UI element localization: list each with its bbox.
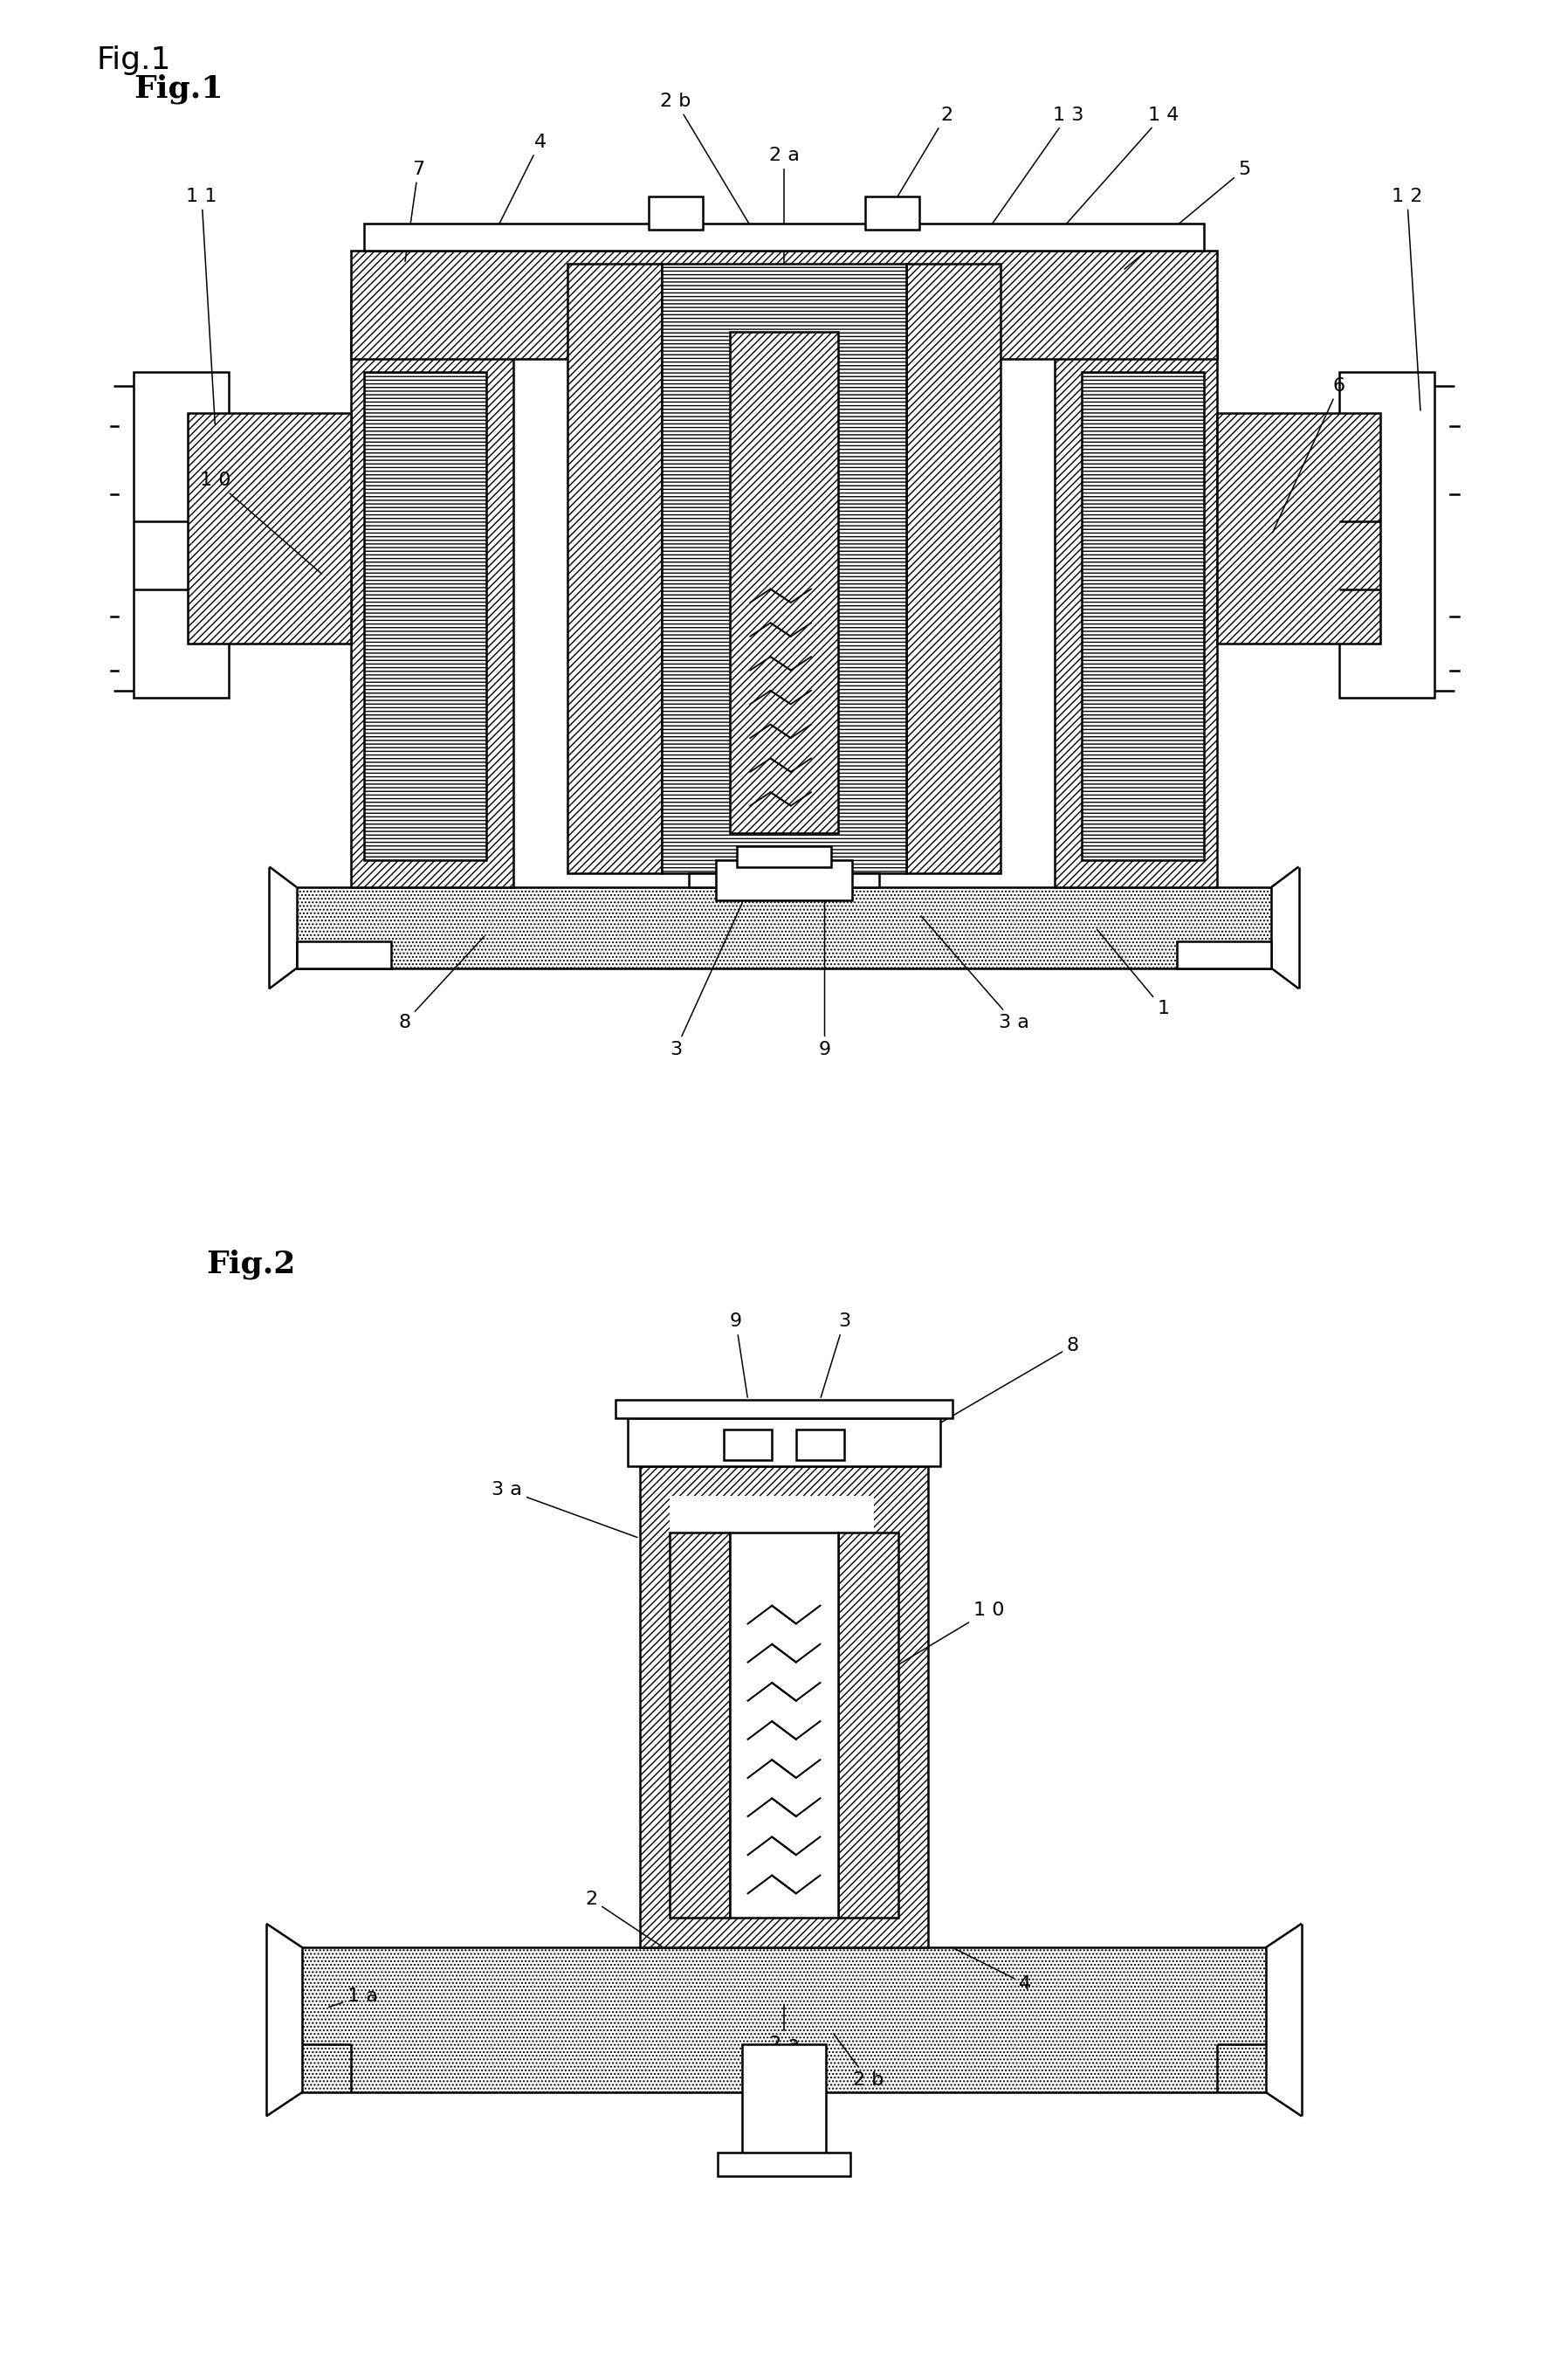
Bar	[729, 1531, 839, 1918]
Bar	[797, 1430, 844, 1461]
Text: 8: 8	[930, 1336, 1079, 1428]
Text: 3 a: 3 a	[920, 916, 1030, 1032]
Bar	[717, 860, 851, 900]
Text: 9: 9	[818, 876, 831, 1058]
Text: 2 b: 2 b	[660, 92, 756, 236]
Bar	[627, 1418, 941, 1465]
Text: 7: 7	[405, 160, 425, 262]
Text: Fig.1: Fig.1	[133, 75, 223, 104]
Bar	[690, 874, 878, 888]
Text: Fig.2: Fig.2	[205, 1249, 295, 1279]
Text: 3: 3	[820, 1312, 850, 1397]
Bar	[296, 888, 1272, 968]
Bar	[616, 1399, 952, 1418]
Text: 6: 6	[1273, 377, 1345, 532]
Text: 1 3: 1 3	[975, 106, 1083, 247]
Bar	[364, 224, 1204, 250]
Text: 1 0: 1 0	[870, 1602, 1004, 1682]
Text: 2 b: 2 b	[834, 2033, 884, 2090]
Text: 2 a: 2 a	[768, 2005, 800, 2052]
Bar	[670, 1496, 875, 1918]
Bar	[649, 196, 702, 231]
Text: 1 4: 1 4	[1057, 106, 1179, 236]
Bar	[351, 292, 513, 888]
Bar	[188, 412, 351, 643]
Text: Fig.1: Fig.1	[97, 45, 171, 75]
Text: 8: 8	[398, 935, 485, 1032]
Bar	[296, 940, 392, 968]
Text: 2: 2	[585, 1892, 662, 1946]
Bar	[364, 372, 486, 860]
Bar	[303, 1948, 1265, 2092]
Bar	[729, 332, 839, 834]
Bar	[1082, 372, 1204, 860]
Bar	[724, 1430, 771, 1461]
Bar	[1339, 372, 1435, 697]
Text: 9: 9	[729, 1312, 748, 1397]
Text: 1 0: 1 0	[199, 471, 321, 575]
Text: 4: 4	[488, 134, 546, 247]
Text: 5: 5	[1124, 160, 1251, 269]
Bar	[133, 372, 229, 697]
Text: 1 a: 1 a	[329, 1986, 378, 2007]
Bar	[1055, 292, 1217, 888]
Text: 1: 1	[1098, 931, 1170, 1018]
Bar	[839, 1531, 898, 1918]
Text: 1 2: 1 2	[1391, 188, 1422, 410]
Bar	[351, 250, 1217, 358]
Bar	[718, 2153, 850, 2177]
Bar	[742, 2045, 826, 2165]
Text: 3 a: 3 a	[492, 1482, 637, 1538]
Bar	[737, 846, 831, 867]
Bar	[1217, 412, 1380, 643]
Bar	[866, 196, 919, 231]
Text: 2 a: 2 a	[768, 146, 800, 276]
Text: 4: 4	[955, 1948, 1030, 1993]
Bar	[662, 264, 906, 874]
Bar	[568, 264, 662, 874]
Bar	[640, 1465, 928, 1948]
Text: 2: 2	[867, 106, 953, 247]
Bar	[670, 1531, 729, 1918]
Bar	[1176, 940, 1272, 968]
Text: 3: 3	[670, 902, 742, 1058]
Bar	[906, 264, 1000, 874]
Text: 1 1: 1 1	[187, 188, 216, 424]
